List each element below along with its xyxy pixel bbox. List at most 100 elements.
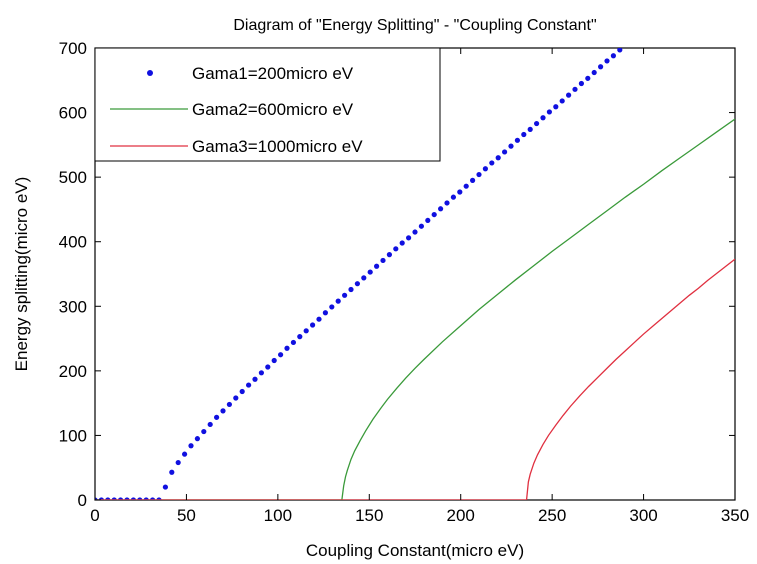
series-1-point [310, 322, 316, 328]
series-1-point [284, 345, 290, 351]
series-1-point [656, 14, 661, 19]
series-1-point [566, 92, 572, 98]
series-1-point [418, 223, 424, 229]
series-1-point [169, 469, 175, 475]
series-1-point [290, 339, 296, 346]
series-2-line [95, 118, 735, 500]
y-axis-label: Energy splitting(micro eV) [12, 177, 31, 372]
x-tick-label: 50 [177, 506, 196, 525]
series-1-point [431, 211, 437, 218]
series-1-point [265, 364, 271, 370]
x-axis-label: Coupling Constant(micro eV) [306, 541, 524, 560]
series-1-point [463, 183, 469, 189]
x-tick-label: 100 [264, 506, 292, 525]
series-1-point [559, 98, 565, 104]
series-1-point [636, 31, 641, 36]
series-1-point [380, 257, 386, 264]
series-1-point [367, 269, 373, 275]
x-tick-label: 0 [90, 506, 99, 525]
series-1-point [662, 8, 667, 13]
y-tick-label: 0 [78, 491, 87, 510]
series-1-point [553, 104, 559, 110]
series-1-point [214, 414, 220, 420]
y-tick-label: 400 [59, 233, 87, 252]
series-1-point [297, 334, 303, 340]
series-1-point [649, 19, 654, 24]
y-tick-label: 500 [59, 168, 87, 187]
series-1-point [534, 120, 540, 127]
x-tick-label: 200 [447, 506, 475, 525]
series-1-point [591, 69, 597, 76]
legend-label: Gama3=1000micro eV [192, 137, 363, 156]
series-1-point [470, 177, 476, 183]
series-1-point [502, 149, 508, 155]
series-1-point [239, 388, 245, 395]
series-1-point [450, 194, 456, 200]
series-1-point [412, 229, 418, 235]
series-1-point [393, 246, 399, 252]
series-1-point [246, 382, 252, 388]
series-1-point [342, 292, 348, 298]
x-tick-label: 250 [538, 506, 566, 525]
series-1-point [482, 166, 488, 172]
legend: Gama1=200micro eV Gama2=600micro eV Gama3=… [94, 47, 441, 162]
series-1-point [540, 115, 546, 121]
series-1-point [399, 240, 405, 246]
series-1-point [624, 42, 629, 47]
series-layer [95, 2, 735, 500]
series-1-point [406, 235, 412, 241]
series-1-point [252, 376, 258, 382]
series-1-point [457, 189, 463, 195]
series-1-point [514, 137, 521, 143]
chart-title: Diagram of "Energy Splitting" - "Couplin… [233, 17, 596, 34]
series-1-point [598, 64, 604, 70]
series-1-point [546, 109, 553, 115]
series-1-point [425, 217, 431, 224]
series-1-point [444, 200, 450, 206]
series-1-point [329, 304, 335, 310]
series-1-point [162, 484, 168, 490]
series-1-point [610, 53, 617, 59]
legend-label: Gama2=600micro eV [192, 100, 354, 119]
y-tick-label: 700 [59, 39, 87, 58]
series-1-point [578, 80, 585, 87]
legend-label: Gama1=200micro eV [192, 64, 354, 83]
series-1-point [194, 436, 200, 442]
series-1-point [348, 286, 354, 293]
series-1-point [668, 2, 673, 7]
x-tick-label: 350 [721, 506, 749, 525]
y-tick-label: 100 [59, 426, 87, 445]
series-1-point [374, 263, 380, 269]
series-1-point [201, 428, 207, 435]
series-1-point [258, 370, 264, 376]
y-tick-label: 300 [59, 297, 87, 316]
series-1-point [354, 281, 360, 287]
series-1-point [226, 401, 232, 408]
series-1-point [175, 459, 181, 466]
series-1-point [438, 206, 444, 212]
series-3-line [95, 258, 735, 500]
ticks-layer: 0 50 100 150 200 250 300 350 0 100 200 300 400 500 600… [59, 39, 750, 525]
series-1-point [617, 48, 623, 53]
legend-marker [147, 70, 153, 76]
series-1-point [303, 328, 309, 334]
series-1-point [322, 310, 328, 316]
series-1-point [508, 143, 514, 149]
series-1-point [335, 298, 341, 304]
x-tick-label: 150 [355, 506, 383, 525]
series-1-point [527, 126, 533, 132]
series-1-point [386, 252, 392, 258]
series-1-point [271, 357, 277, 364]
series-1-point [489, 160, 495, 166]
series-1-point [521, 131, 527, 138]
series-1-point [316, 316, 322, 322]
series-1-point [182, 451, 188, 457]
series-1-point [220, 408, 226, 414]
series-1-point [476, 171, 482, 178]
series-1-point [630, 36, 635, 41]
series-1-point [604, 58, 610, 64]
series-1-point [495, 155, 501, 161]
series-1-point [585, 75, 591, 81]
series-1-point [278, 352, 284, 358]
